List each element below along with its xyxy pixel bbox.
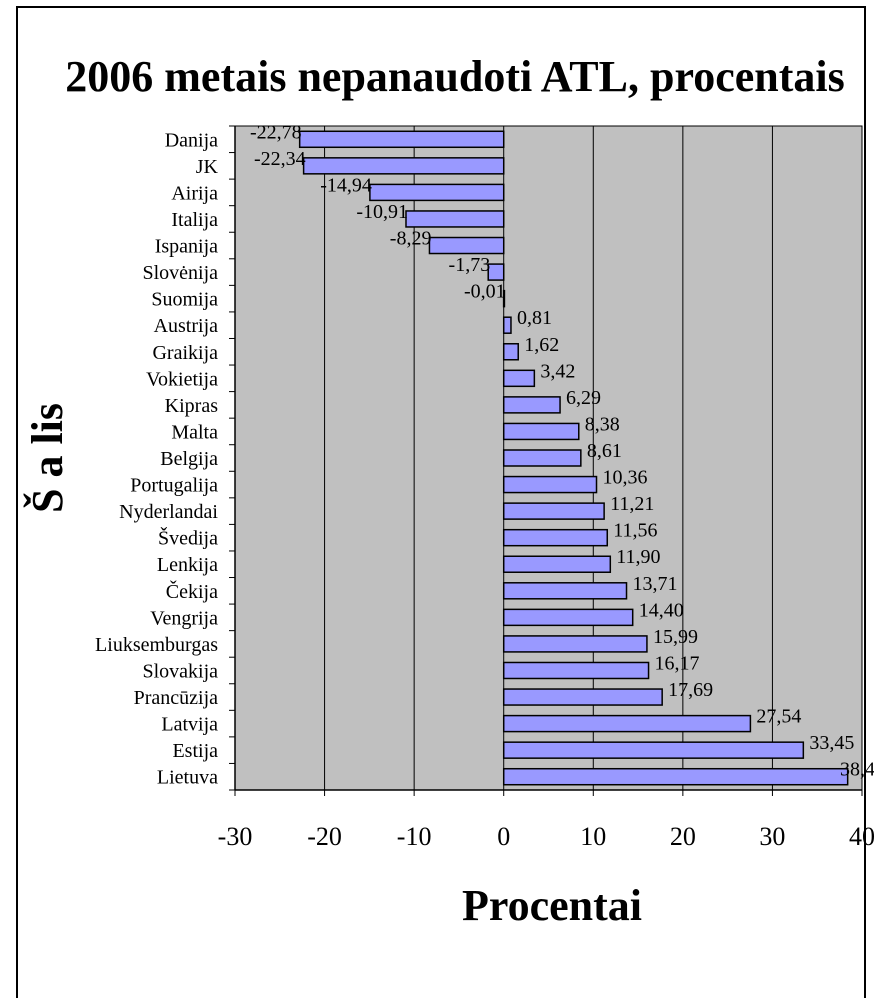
bars: [298, 130, 849, 786]
category-label: Lietuva: [157, 767, 218, 789]
category-label: Kipras: [165, 395, 219, 417]
y-axis-title: Š a lis: [22, 403, 72, 513]
category-label: Malta: [171, 421, 218, 443]
x-tick-label: 0: [497, 822, 510, 851]
value-label: 3,42: [540, 360, 575, 382]
bar: [502, 635, 648, 653]
x-tick-label: 30: [759, 822, 785, 851]
category-label: Danija: [165, 129, 218, 151]
value-label: 17,69: [668, 679, 713, 701]
category-label: Švedija: [158, 526, 218, 550]
value-label: -14,94: [320, 174, 372, 196]
bar: [502, 289, 506, 308]
bar: [502, 343, 519, 361]
x-tick-label: -10: [397, 822, 432, 851]
category-label: Slovakija: [142, 660, 218, 682]
bar: [428, 236, 505, 255]
x-tick-label: 10: [580, 822, 606, 851]
category-label: Austrija: [154, 315, 219, 337]
category-label: Slovėnija: [142, 262, 218, 284]
value-labels: -22,78 -22,34 -14,94 -10,91 -8,29 -1,73 -0,01 0…: [250, 121, 874, 780]
value-label: 13,71: [633, 573, 678, 595]
bar: [369, 183, 505, 202]
value-label: 14,40: [639, 599, 684, 621]
bar: [502, 502, 605, 520]
category-label: JK: [196, 156, 219, 178]
category-label: Vengrija: [150, 607, 218, 629]
value-label: 11,90: [616, 546, 660, 568]
value-label: -22,34: [254, 148, 306, 170]
category-label: Liuksemburgas: [95, 634, 218, 656]
x-tick-labels: -30 -20 -10 0 10 20 30 40: [218, 822, 874, 851]
bar: [302, 157, 505, 175]
category-label: Nyderlandai: [119, 501, 218, 523]
value-label: 1,62: [524, 334, 559, 356]
category-label: Čekija: [166, 579, 218, 603]
value-label: 27,54: [756, 706, 801, 728]
value-label: -1,73: [449, 254, 491, 276]
bar: [502, 608, 634, 627]
bar: [502, 528, 609, 547]
bar: [502, 661, 650, 680]
category-label: Belgija: [160, 448, 218, 470]
value-label: 11,21: [610, 493, 654, 515]
value-label: 10,36: [603, 467, 648, 489]
category-label: Airija: [171, 182, 218, 204]
value-label: 8,61: [587, 440, 622, 462]
bar: [298, 130, 505, 149]
bar: [502, 422, 580, 441]
bar: [502, 396, 561, 414]
value-label: -22,78: [250, 121, 302, 143]
value-label: 0,81: [517, 307, 552, 329]
bar: [502, 582, 628, 600]
value-label: 33,45: [809, 732, 854, 754]
category-label: Lenkija: [157, 554, 218, 576]
value-label: -0,01: [464, 281, 506, 303]
category-label: Suomija: [151, 289, 218, 311]
bar: [502, 714, 752, 733]
x-tick-label: 20: [670, 822, 696, 851]
value-label: 8,38: [585, 413, 620, 435]
x-axis-title: Procentai: [462, 881, 642, 930]
x-tick-label: 40: [849, 822, 874, 851]
category-label: Ispanija: [155, 236, 218, 258]
category-label: Latvija: [161, 714, 218, 736]
bar: [502, 475, 598, 494]
x-tick-label: -30: [218, 822, 253, 851]
bar: [405, 210, 505, 228]
bar: [502, 555, 612, 573]
value-label: 38,4: [840, 759, 874, 781]
chart-title: 2006 metais nepanaudoti ATL, procentais: [65, 52, 844, 101]
value-label: -8,29: [390, 228, 432, 250]
category-label: Prancūzija: [134, 687, 219, 709]
category-label: Estija: [172, 740, 218, 762]
category-label: Italija: [171, 209, 218, 231]
x-tick-label: -20: [307, 822, 342, 851]
value-label: 11,56: [613, 520, 657, 542]
bar: [502, 688, 663, 706]
bar: [502, 767, 849, 786]
bar: [502, 316, 512, 334]
value-label: 6,29: [566, 387, 601, 409]
category-label: Vokietija: [146, 368, 218, 390]
bar: [502, 369, 536, 388]
value-label: 15,99: [653, 626, 698, 648]
bar: [502, 449, 582, 467]
category-label: Portugalija: [130, 475, 218, 497]
category-labels: Danija JK Airija Italija Ispanija Slovėnija Su…: [95, 129, 219, 788]
category-label: Graikija: [152, 342, 218, 364]
value-label: -10,91: [356, 201, 408, 223]
bar: [487, 263, 505, 281]
value-label: 16,17: [655, 652, 700, 674]
bar: [502, 741, 805, 759]
